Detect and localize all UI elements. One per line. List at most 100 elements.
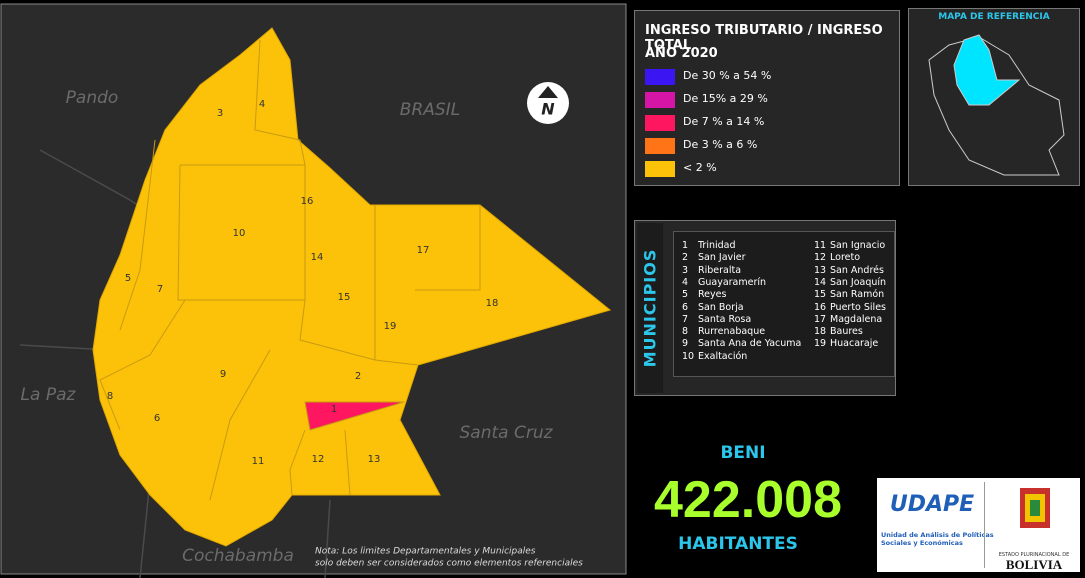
- municipio-name: San Andrés: [830, 264, 884, 276]
- note: solo deben ser considerados como element…: [315, 559, 583, 569]
- municipio-name: Baures: [830, 326, 863, 338]
- north-arrow: N: [527, 82, 569, 124]
- municipal-border: [289, 429, 306, 496]
- municipality-number: 6: [154, 413, 160, 424]
- municipio-number: 15: [814, 289, 827, 301]
- municipal-border: [299, 299, 419, 366]
- municipal-border: [119, 139, 156, 331]
- municipality-number: 12: [312, 454, 325, 465]
- legend-label: De 15% a 29 %: [683, 92, 768, 105]
- municipio-name: San Javier: [698, 252, 746, 264]
- municipio-number: 10: [682, 350, 695, 362]
- department-name: BENI: [720, 443, 766, 463]
- municipality-number: 18: [486, 298, 499, 309]
- population-unit: HABITANTES: [678, 534, 798, 554]
- municipio-name: Reyes: [698, 289, 727, 301]
- municipios-title-box: MUNICIPIOS: [637, 223, 663, 393]
- legend-label: De 3 % a 6 %: [683, 138, 758, 151]
- municipal-border: [254, 39, 301, 141]
- municipio-name: Magdalena: [830, 313, 883, 325]
- municipio-number: 6: [682, 301, 689, 313]
- legend-panel: INGRESO TRIBUTARIO / INGRESO TOTAL AÑO 2…: [634, 10, 900, 186]
- municipio-number: 17: [814, 313, 827, 325]
- municipio-number: 12: [814, 252, 827, 264]
- municipality-number: 15: [338, 292, 351, 303]
- municipal-border: [149, 299, 186, 356]
- municipio-name: Santa Ana de Yacuma: [698, 338, 802, 350]
- municipio-number: 4: [682, 276, 689, 288]
- municipality-number: 14: [311, 252, 324, 263]
- municipal-border: [344, 429, 351, 496]
- municipio-name: Santa Rosa: [698, 313, 752, 325]
- municipios-title: MUNICIPIOS: [640, 248, 660, 368]
- legend-swatch: [645, 69, 675, 85]
- municipio-name: San Ignacio: [830, 240, 886, 251]
- municipio-number: 14: [814, 276, 827, 288]
- legend-label: De 7 % a 14 %: [683, 115, 765, 128]
- municipality-number: 2: [355, 371, 361, 382]
- municipio-name: San Ramón: [830, 289, 885, 301]
- municipio-number: 2: [682, 252, 689, 264]
- municipio-name: Riberalta: [698, 264, 742, 276]
- municipio-name: Loreto: [830, 252, 861, 264]
- neighbor-label: BRASIL: [400, 100, 460, 120]
- municipio-number: 13: [814, 264, 827, 276]
- legend-swatch: [645, 92, 675, 108]
- municipal-border: [177, 164, 305, 301]
- municipality-highlight: [304, 401, 405, 431]
- municipios-list: 1 Trinidad 2 San Javier 3 Riberalta 4 Guayarame…: [673, 231, 895, 377]
- municipio-name: San Joaquín: [830, 276, 887, 288]
- legend-label: < 2 %: [683, 161, 717, 174]
- municipality-number: 11: [252, 456, 265, 467]
- department-shape: [92, 27, 612, 547]
- municipality-number: 9: [220, 369, 226, 380]
- north-label: N: [541, 100, 555, 119]
- municipio-name: Guayaramerín: [698, 276, 767, 288]
- municipio-name: Rurrenabaque: [698, 326, 766, 338]
- department-fill: [92, 27, 612, 547]
- municipality-number: 8: [107, 391, 113, 402]
- legend-swatch: [645, 115, 675, 131]
- municipio-name: Puerto Siles: [830, 301, 886, 313]
- municipio-number: 7: [682, 313, 689, 325]
- map-panel: Pando BRASIL La Paz Santa Cruz Cochabamb…: [0, 3, 627, 578]
- municipio-number: 9: [682, 338, 689, 350]
- legend-year: AÑO 2020: [645, 46, 718, 61]
- municipality-number: 3: [217, 108, 223, 119]
- reference-map: [928, 34, 1065, 176]
- neighbor-label: Cochabamba: [182, 546, 294, 566]
- municipal-border: [99, 354, 151, 431]
- municipio-number: 19: [814, 338, 827, 350]
- note: Nota: Los limites Departamentales y Muni…: [315, 547, 536, 557]
- municipio-number: 8: [682, 326, 689, 338]
- municipality-number: 16: [301, 196, 314, 207]
- municipality-number: 10: [233, 228, 246, 239]
- reference-panel: MAPA DE REFERENCIA: [908, 8, 1080, 186]
- population: 422.008: [654, 471, 842, 529]
- municipio-name: San Borja: [698, 301, 744, 313]
- udape-logo: UDAPE: [889, 492, 975, 517]
- country-label: BOLIVIA: [1005, 557, 1063, 572]
- municipal-border: [415, 205, 481, 291]
- logos: UDAPE Unidad de Análisis de Políticas So…: [877, 478, 1080, 572]
- neighbor-label: Santa Cruz: [459, 423, 553, 443]
- municipality-number: 19: [384, 321, 397, 332]
- legend-title: INGRESO TRIBUTARIO / INGRESO TOTAL: [645, 23, 883, 53]
- state-label: ESTADO PLURINACIONAL DE: [998, 552, 1070, 558]
- municipio-name: Exaltación: [698, 350, 748, 362]
- udape-sub: Sociales y Económicas: [881, 539, 963, 547]
- municipality-number: 5: [125, 273, 131, 284]
- reference-title: MAPA DE REFERENCIA: [938, 12, 1050, 22]
- municipio-number: 18: [814, 326, 827, 338]
- udape-sub: Unidad de Análisis de Políticas: [881, 531, 994, 539]
- municipality-number: 17: [417, 245, 430, 256]
- municipio-name: Trinidad: [698, 240, 736, 251]
- municipio-number: 16: [814, 301, 827, 313]
- legend-label: De 30 % a 54 %: [683, 69, 772, 82]
- bolivia-emblem: [1020, 488, 1050, 528]
- neighbor-label: Pando: [66, 88, 119, 108]
- municipality-number: 4: [259, 99, 265, 110]
- neighbor-label: La Paz: [21, 385, 77, 405]
- municipality-number: 13: [368, 454, 381, 465]
